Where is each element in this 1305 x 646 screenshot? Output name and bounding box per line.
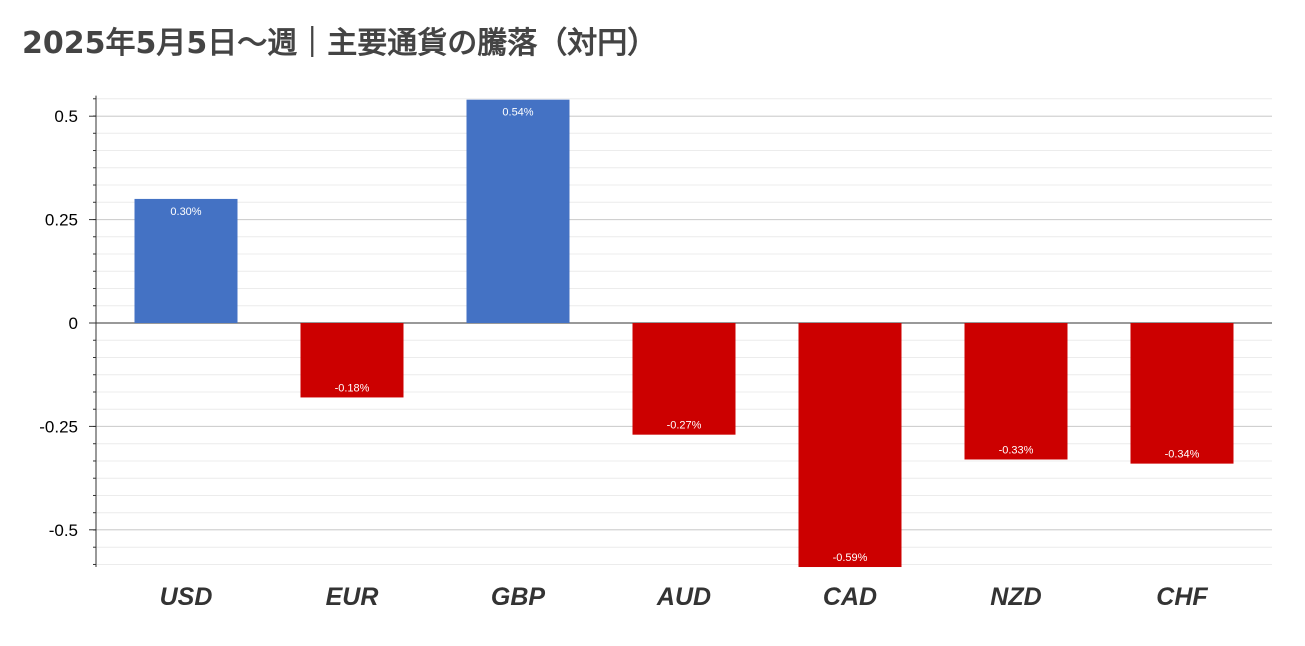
bar-chf bbox=[1130, 323, 1234, 464]
data-label: 0.54% bbox=[502, 107, 533, 119]
bar-gbp bbox=[466, 99, 570, 323]
x-tick-label: AUD bbox=[656, 583, 711, 611]
x-tick-label: NZD bbox=[990, 583, 1041, 611]
data-label: -0.33% bbox=[999, 444, 1034, 456]
data-label: -0.18% bbox=[335, 382, 370, 394]
data-label: -0.34% bbox=[1165, 449, 1200, 461]
data-label: -0.27% bbox=[667, 420, 702, 432]
y-tick-label: 0.25 bbox=[45, 211, 78, 230]
y-tick-label: -0.25 bbox=[39, 417, 78, 436]
y-tick-label: 0 bbox=[69, 314, 78, 333]
bar-eur bbox=[300, 323, 404, 398]
x-tick-label: USD bbox=[160, 583, 213, 611]
x-tick-label: EUR bbox=[326, 583, 379, 611]
data-label: -0.59% bbox=[833, 552, 868, 564]
bar-usd bbox=[134, 198, 238, 323]
bar-cad bbox=[798, 323, 902, 568]
data-label: 0.30% bbox=[170, 206, 201, 218]
x-tick-label: GBP bbox=[491, 583, 546, 611]
bar-aud bbox=[632, 323, 736, 435]
y-tick-label: 0.5 bbox=[54, 107, 78, 126]
x-tick-label: CHF bbox=[1156, 583, 1208, 611]
bar-nzd bbox=[964, 323, 1068, 460]
labels: 0.5 0.25 0 -0.25 -0.5 0.30% USD -0.18% EUR 0.54% G… bbox=[39, 107, 1208, 611]
y-tick-label: -0.5 bbox=[49, 521, 78, 540]
x-tick-label: CAD bbox=[823, 583, 877, 611]
bars bbox=[134, 99, 1234, 568]
chart-title: 2025年5月5日〜週｜主要通貨の騰落（対円） bbox=[22, 26, 658, 61]
